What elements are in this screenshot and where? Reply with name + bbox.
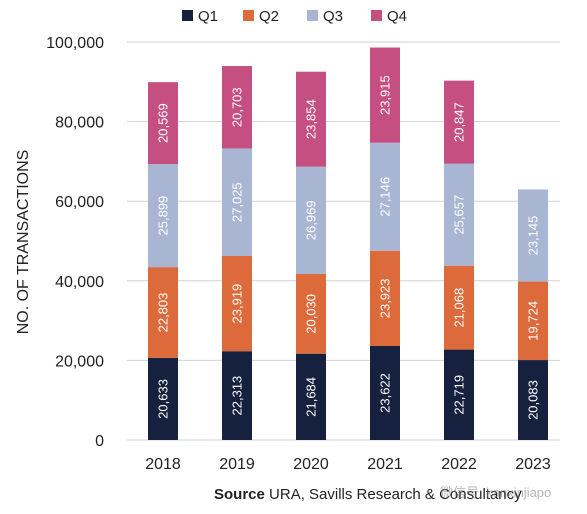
legend-swatch-q1 <box>182 10 193 21</box>
data-label: 22,803 <box>156 293 171 333</box>
legend-swatch-q4 <box>371 10 382 21</box>
bar-q1-2019 <box>222 351 252 440</box>
x-tick-label: 2020 <box>293 456 329 473</box>
bar-q3-2020 <box>296 166 326 274</box>
data-label: 22,719 <box>452 375 467 415</box>
bar-q4-2020 <box>296 71 326 167</box>
y-tick-label: 100,000 <box>46 35 104 52</box>
data-label: 23,915 <box>378 75 393 115</box>
x-tick-label: 2022 <box>441 456 477 473</box>
bar-q4-2018 <box>148 82 178 165</box>
data-label: 23,622 <box>378 373 393 413</box>
bar-q1-2020 <box>296 353 326 440</box>
x-tick-label: 2018 <box>145 456 181 473</box>
y-axis-label: NO. OF TRANSACTIONS <box>15 150 32 335</box>
data-label: 21,684 <box>304 377 319 417</box>
legend: Q1 Q2 Q3 Q4 <box>182 8 407 25</box>
gridlines <box>127 41 560 441</box>
legend-label-q1: Q1 <box>198 8 218 25</box>
data-label: 23,919 <box>230 284 245 324</box>
data-label: 27,025 <box>230 182 245 222</box>
bar-q4-2021 <box>370 47 400 143</box>
x-tick-label: 2023 <box>515 456 551 473</box>
bar-q1-2023 <box>518 360 548 440</box>
y-tick-label: 40,000 <box>55 274 104 291</box>
legend-swatch-q2 <box>243 10 254 21</box>
data-label: 20,083 <box>526 380 541 420</box>
data-label: 25,657 <box>452 195 467 235</box>
bar-q3-2019 <box>222 148 252 256</box>
source-text: URA, Savills Research & Consultancy <box>269 486 522 503</box>
data-label: 23,145 <box>526 216 541 256</box>
source-note: Source URA, Savills Research & Consultan… <box>214 486 522 503</box>
y-tick-label: 20,000 <box>55 353 104 370</box>
bar-q3-2021 <box>370 142 400 251</box>
y-tick-label: 60,000 <box>55 194 104 211</box>
x-tick-label: 2019 <box>219 456 255 473</box>
legend-swatch-q3 <box>307 10 318 21</box>
y-tick-label: 80,000 <box>55 115 104 132</box>
bar-q3-2022 <box>444 163 474 266</box>
source-label: Source <box>214 486 265 503</box>
bar-q2-2018 <box>148 267 178 358</box>
bar-q2-2023 <box>518 281 548 361</box>
data-label: 23,854 <box>304 99 319 139</box>
data-label: 19,724 <box>526 301 541 341</box>
data-label: 23,923 <box>378 278 393 318</box>
bar-q4-2022 <box>444 80 474 164</box>
bar-q2-2020 <box>296 273 326 354</box>
bar-q1-2021 <box>370 345 400 440</box>
data-label: 21,068 <box>452 288 467 328</box>
y-axis-tick-labels: 0 20,000 40,000 60,000 80,000 100,000 <box>46 35 104 450</box>
y-tick-label: 0 <box>95 433 104 450</box>
legend-label-q4: Q4 <box>387 8 407 25</box>
x-axis-tick-labels: 2018 2019 2020 2021 2022 2023 <box>145 456 551 473</box>
bar-q3-2023 <box>518 189 548 282</box>
data-label: 27,146 <box>378 177 393 217</box>
data-label: 26,969 <box>304 200 319 240</box>
legend-label-q2: Q2 <box>259 8 279 25</box>
data-label: 20,703 <box>230 87 245 127</box>
bar-q3-2018 <box>148 164 178 268</box>
bar-q1-2018 <box>148 357 178 440</box>
bar-q2-2022 <box>444 265 474 350</box>
bar-q2-2019 <box>222 255 252 352</box>
data-label: 20,633 <box>156 379 171 419</box>
data-label: 20,569 <box>156 103 171 143</box>
data-label: 20,847 <box>452 102 467 142</box>
bar-q2-2021 <box>370 250 400 346</box>
legend-label-q3: Q3 <box>323 8 343 25</box>
watermark-text: 微信号: kanxinjiapo <box>440 485 552 500</box>
data-label: 22,313 <box>230 376 245 416</box>
x-tick-label: 2021 <box>367 456 403 473</box>
bar-q4-2019 <box>222 66 252 149</box>
bar-q1-2022 <box>444 349 474 440</box>
data-label: 25,899 <box>156 196 171 236</box>
data-label: 20,030 <box>304 294 319 334</box>
bars: 20,633 22,803 25,899 20,569 22,313 23,919 27,0… <box>148 47 548 440</box>
